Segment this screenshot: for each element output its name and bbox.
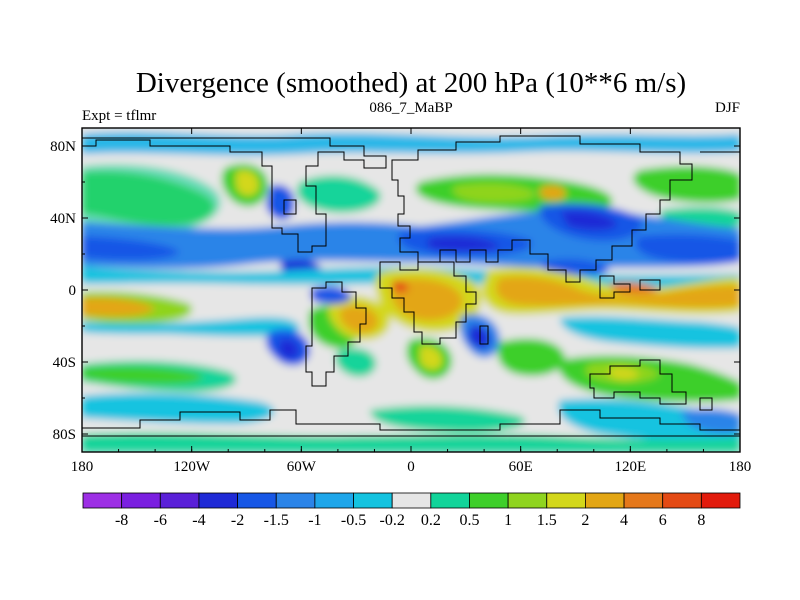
colorbar-label: 6 xyxy=(659,512,667,529)
colorbar-label: -4 xyxy=(192,512,205,529)
colorbar-swatch xyxy=(275,492,316,509)
contour-region xyxy=(82,317,300,337)
contour-region xyxy=(420,345,443,370)
contour-region xyxy=(82,236,180,261)
y-tick-label: 80N xyxy=(50,139,76,155)
contour-region xyxy=(236,170,259,196)
colorbar-swatch xyxy=(507,492,548,509)
colorbar-swatch xyxy=(585,492,625,509)
colorbar: -8 -6 -4 -2 -1.5 -1 -0.5 -0.2 0.2 0.5 1 1.5 2 4 6 8 xyxy=(82,492,741,529)
colorbar-label: 8 xyxy=(697,512,705,529)
colorbar-swatch xyxy=(391,492,432,509)
x-tick-label: 180 xyxy=(729,459,752,475)
contour-region xyxy=(540,185,566,201)
contour-region xyxy=(560,316,740,349)
colorbar-label: -1.5 xyxy=(264,512,289,529)
subtitle-right: DJF xyxy=(715,100,740,116)
contour-region xyxy=(266,184,295,220)
colorbar-label: -6 xyxy=(154,512,167,529)
contour-region xyxy=(370,405,526,433)
contour-region xyxy=(278,339,300,359)
chart-title: Divergence (smoothed) at 200 hPa (10**6 … xyxy=(136,67,686,99)
x-tick-label: 120E xyxy=(614,459,646,475)
colorbar-label: -0.2 xyxy=(380,512,405,529)
contour-region xyxy=(610,367,639,380)
colorbar-label: 0.5 xyxy=(459,512,479,529)
y-axis: 80N 40N 0 40S 80S xyxy=(50,139,740,443)
colorbar-swatch xyxy=(546,492,586,509)
colorbar-swatch xyxy=(662,492,702,509)
contour-region xyxy=(340,305,378,333)
colorbar-swatch xyxy=(121,492,161,509)
colorbar-swatch xyxy=(353,492,393,509)
contour-region xyxy=(680,408,740,434)
contour-region xyxy=(82,393,275,424)
colorbar-label: -0.5 xyxy=(341,512,366,529)
y-tick-label: 0 xyxy=(69,283,77,299)
contour-region xyxy=(82,366,202,385)
colorbar-swatch xyxy=(700,492,741,509)
x-axis: 180 120W 60W 0 60E 120E 180 xyxy=(71,128,752,475)
colorbar-swatch xyxy=(82,492,123,509)
x-tick-label: 120W xyxy=(173,459,211,475)
plot-area xyxy=(81,127,741,453)
coastlines xyxy=(82,135,740,437)
contour-region xyxy=(496,276,740,308)
colorbar-swatch xyxy=(623,492,664,509)
colorbar-label: 1 xyxy=(504,512,512,529)
contour-region xyxy=(426,236,500,252)
contour-region xyxy=(468,325,491,349)
subtitle-left: Expt = tflmr xyxy=(82,108,156,124)
colorbar-label: 0.2 xyxy=(421,512,441,529)
y-tick-label: 40N xyxy=(50,211,76,227)
contour-region xyxy=(335,347,377,377)
contour-region xyxy=(497,338,566,376)
y-tick-label: 80S xyxy=(53,427,76,443)
contour-region xyxy=(558,398,740,441)
colorbar-swatch xyxy=(314,492,354,509)
contour-region xyxy=(82,297,155,317)
colorbar-label: -8 xyxy=(115,512,128,529)
contour-region xyxy=(635,234,740,264)
colorbar-swatch xyxy=(159,492,200,509)
x-tick-label: 180 xyxy=(71,459,94,475)
contour-region xyxy=(82,432,740,452)
colorbar-label: 4 xyxy=(620,512,628,529)
contour-region xyxy=(633,166,740,203)
colorbar-label: -2 xyxy=(231,512,244,529)
contour-region xyxy=(560,210,618,231)
colorbar-label: 2 xyxy=(581,512,589,529)
x-tick-label: 60W xyxy=(287,459,317,475)
x-tick-label: 60E xyxy=(509,459,533,475)
colorbar-swatch xyxy=(237,492,277,509)
contour-region xyxy=(392,281,409,293)
colorbar-swatch xyxy=(430,492,470,509)
contour-region xyxy=(82,164,221,233)
subtitle-center: 086_7_MaBP xyxy=(369,100,452,116)
y-tick-label: 40S xyxy=(53,355,76,371)
colorbar-label: -1 xyxy=(308,512,321,529)
colorbar-swatch xyxy=(469,492,509,509)
contour-region xyxy=(296,175,381,213)
contour-region xyxy=(452,183,536,203)
contour-region xyxy=(392,278,463,321)
colorbar-swatch xyxy=(198,492,238,509)
colorbar-label: 1.5 xyxy=(537,512,557,529)
x-tick-label: 0 xyxy=(407,459,415,475)
